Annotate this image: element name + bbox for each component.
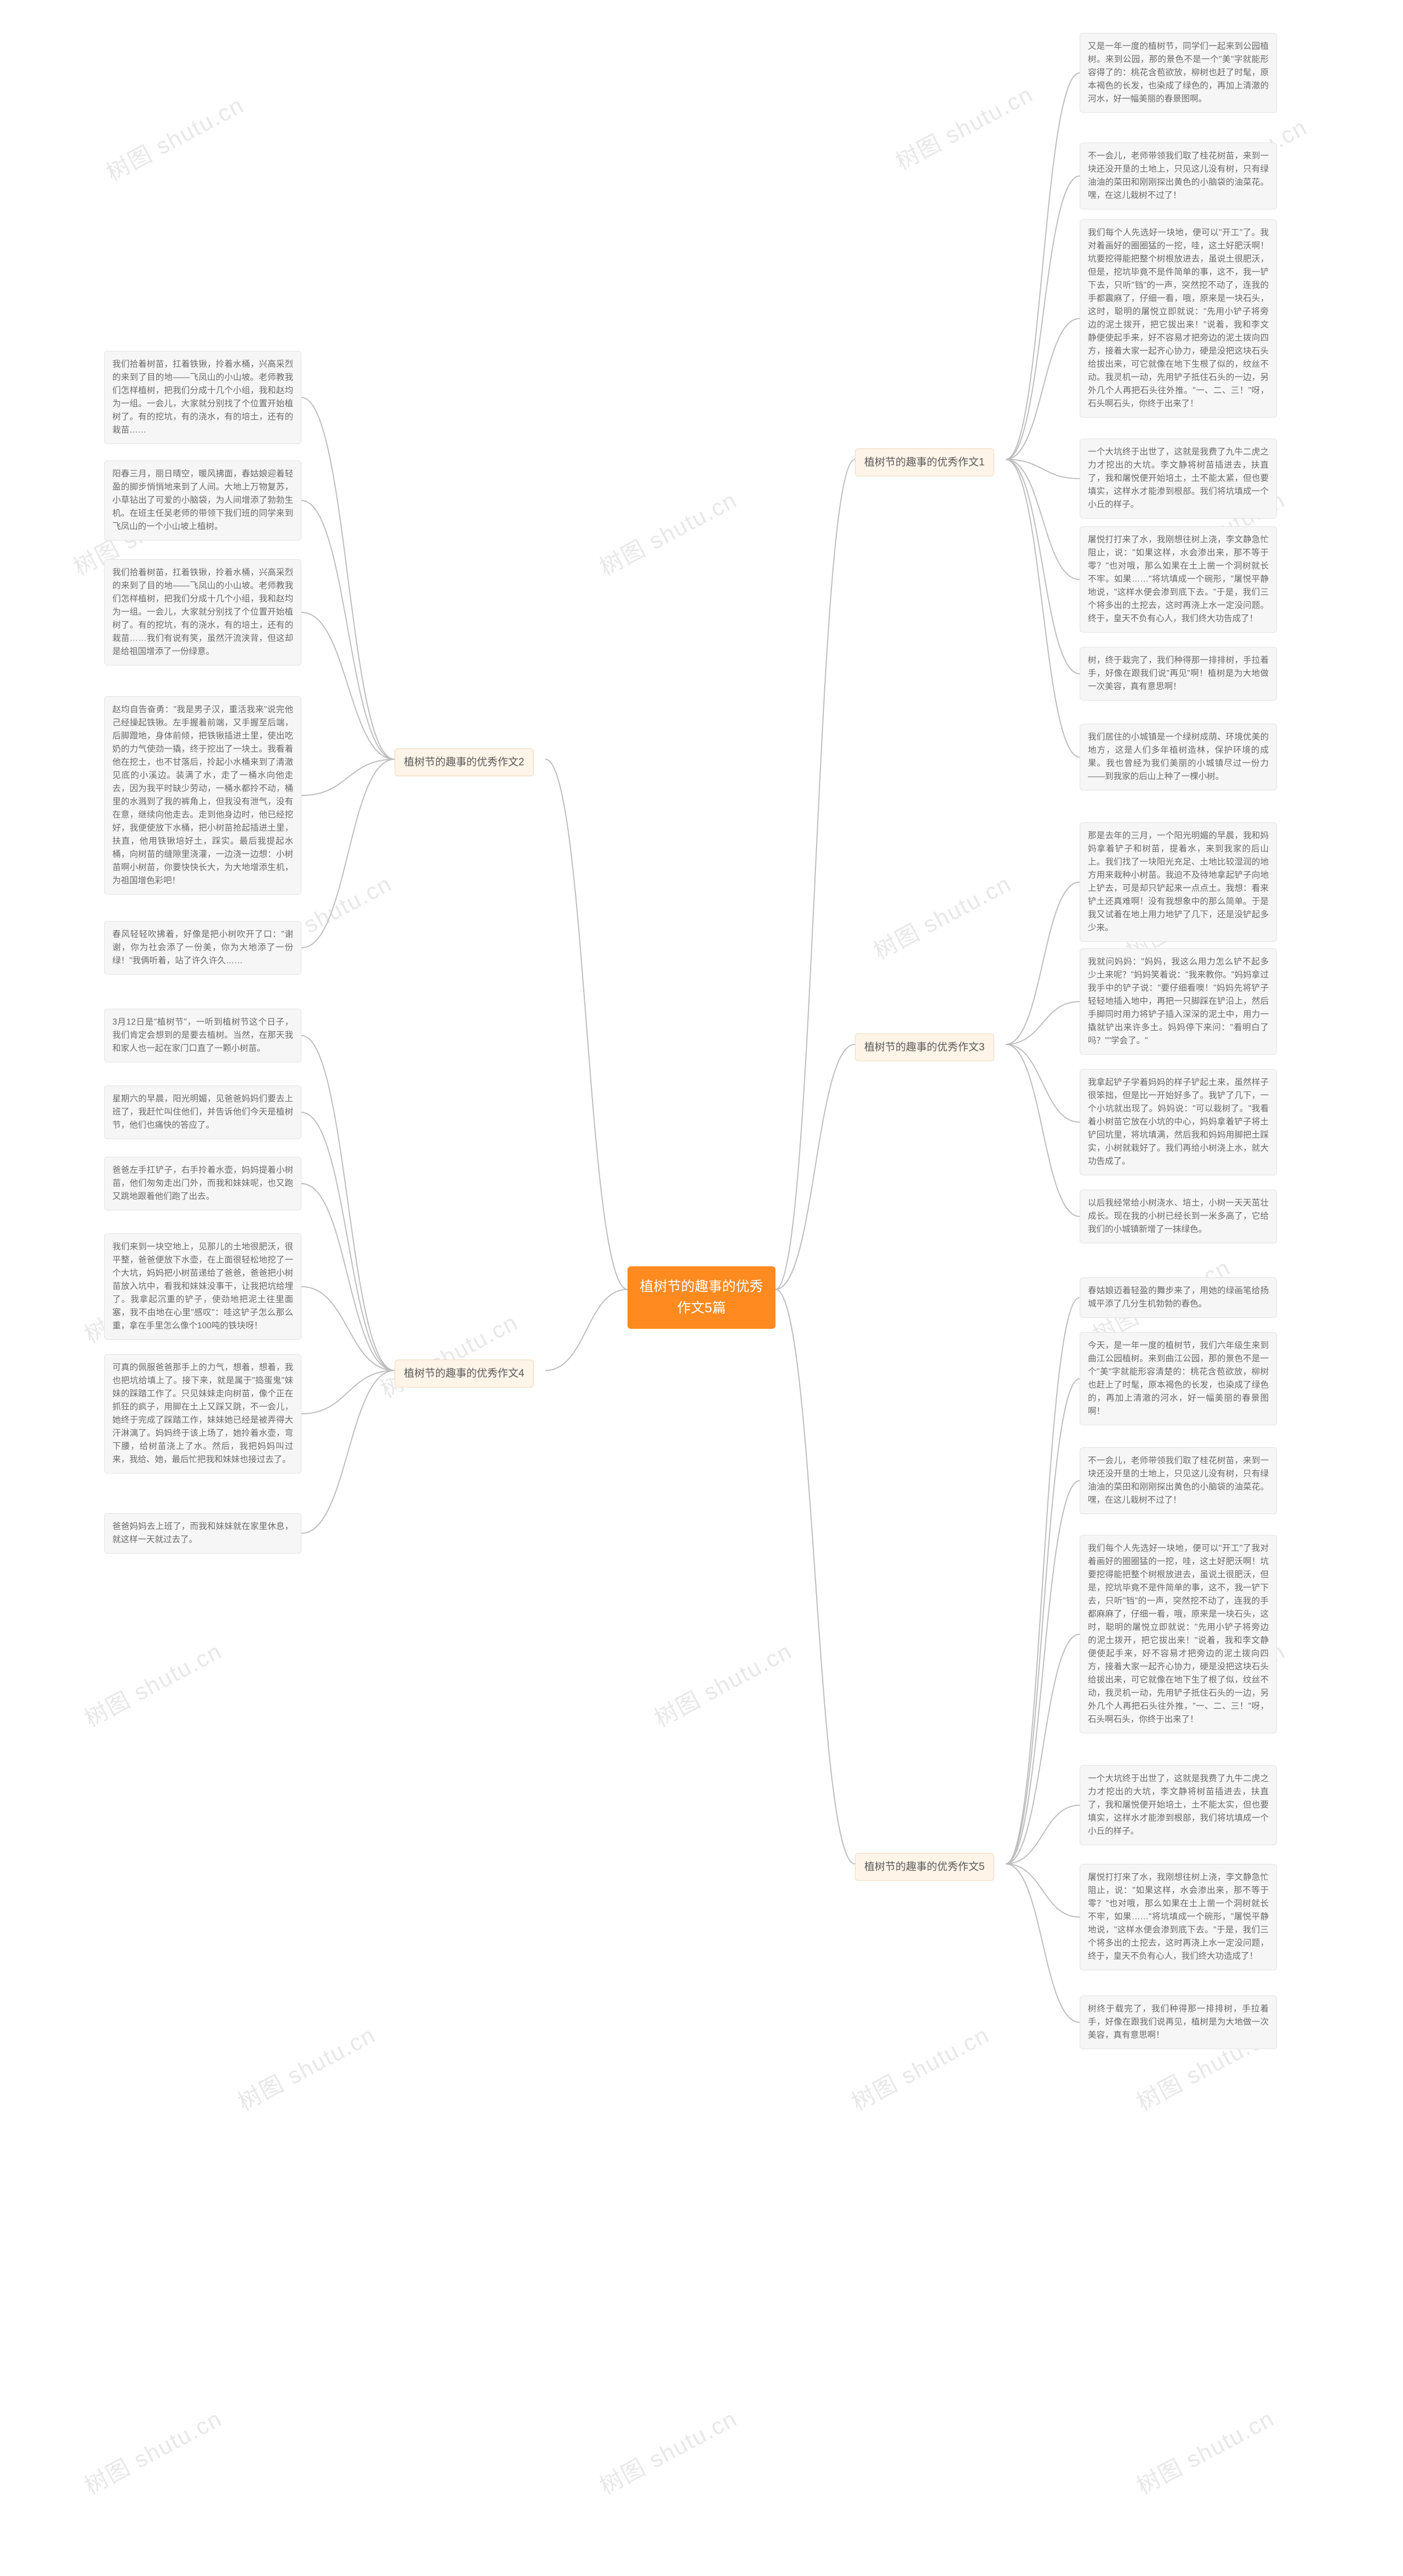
watermark: 树图 shutu.cn [231,2017,381,2118]
leaf-node: 不一会儿，老师带领我们取了桂花树苗，来到一块还没开垦的土地上，只见这儿没有树，只… [1080,143,1277,209]
leaf-node: 屠悦打打来了水，我刚想往树上浇，李文静急忙阻止，说："如果这样，水会渗出来，那不… [1080,1864,1277,1970]
watermark: 树图 shutu.cn [648,1633,797,1734]
leaf-node: 阳春三月，丽日晴空，暖风拂面，春姑娘迎着轻盈的脚步悄悄地来到了人间。大地上万物复… [104,460,301,541]
watermark: 树图 shutu.cn [78,1633,227,1734]
leaf-node: 星期六的早晨，阳光明媚，见爸爸妈妈们要去上班了，我赶忙叫住他们，并告诉他们今天是… [104,1085,301,1139]
watermark: 树图 shutu.cn [593,482,743,583]
watermark: 树图 shutu.cn [100,87,249,188]
watermark: 树图 shutu.cn [374,1304,523,1405]
leaf-node: 赵均自告奋勇："我是男子汉，重活我来"说完他己经操起铁锹。左手握着前端，又手握至… [104,696,301,895]
branch-node: 植树节的趣事的优秀作文2 [395,748,534,776]
leaf-node: 今天，是一年一度的植树节，我们六年级生来到曲江公园植树。来到曲江公园，那的景色不… [1080,1332,1277,1425]
leaf-node: 春姑娘迈着轻盈的舞步来了，用她的绿画笔给扬城平添了几分生机勃勃的春色。 [1080,1277,1277,1318]
leaf-node: 春风轻轻吹拂着，好像是把小树吹开了口："谢谢，你为社会添了一份美，你为大地添了一… [104,921,301,975]
branch-node: 植树节的趣事的优秀作文3 [855,1033,994,1061]
leaf-node: 3月12日是"植树节"，一听到植树节这个日子，我们肯定会想到的是要去植树。当然，… [104,1009,301,1062]
watermark: 树图 shutu.cn [889,76,1039,177]
leaf-node: 我们每个人先选好一块地，便可以"开工"了。我对着画好的圈圈猛的一挖，哇，这土好肥… [1080,219,1277,418]
leaf-node: 树，终于栽完了，我们种得那一排排树，手拉着手，好像在跟我们说"再见"啊！植树是为… [1080,647,1277,701]
center-node: 植树节的趣事的优秀作文5篇 [628,1266,775,1329]
branch-node: 植树节的趣事的优秀作文1 [855,448,994,476]
watermark: 树图 shutu.cn [867,866,1017,966]
leaf-node: 一个大坑终于出世了，这就是我费了九牛二虎之力才挖出的大坑。李文静将树苗插进去，扶… [1080,439,1277,519]
leaf-node: 我们每个人先选好一块地，便可以"开工"了我对着画好的圈圈猛的一挖，哇，这土好肥沃… [1080,1535,1277,1733]
leaf-node: 又是一年一度的植树节，同学们一起来到公园植树。来到公园，那的景色不是一个"美"字… [1080,33,1277,113]
leaf-node: 爸爸左手扛铲子，右手拎着水壶，妈妈提着小树苗，他们匆匆走出门外，而我和妹妹呢，也… [104,1157,301,1210]
leaf-node: 爸爸妈妈去上班了，而我和妹妹就在家里休息，就这样一天就过去了。 [104,1513,301,1554]
branch-node: 植树节的趣事的优秀作文4 [395,1360,534,1387]
leaf-node: 屠悦打打来了水，我刚想往树上浇，李文静急忙阻止，说："如果这样，水会渗出来，那不… [1080,526,1277,633]
leaf-node: 我就问妈妈："妈妈，我这么用力怎么铲不起多少土来呢？"妈妈笑着说："我来教你。"… [1080,948,1277,1055]
leaf-node: 那是去年的三月，一个阳光明媚的早晨，我和妈妈拿着铲子和树苗，提着水，来到我家的后… [1080,822,1277,942]
leaf-node: 可真的佩服爸爸那手上的力气，想着，想着，我也把坑给填上了。接下来，就是属于"捣蛋… [104,1354,301,1474]
leaf-node: 我们居住的小城镇是一个绿树成荫、环境优美的地方，这是人们多年植树造林，保护环境的… [1080,724,1277,791]
leaf-node: 我们拾着树苗，扛着铁锹，拎着水桶，兴高采烈的来到了目的地——飞凤山的小山坡。老师… [104,351,301,444]
leaf-node: 以后我经常给小树浇水、培土，小树一天天茁壮成长。现在我的小树已经长到一米多高了，… [1080,1190,1277,1243]
branch-node: 植树节的趣事的优秀作文5 [855,1853,994,1881]
leaf-node: 一个大坑终于出世了，这就是我费了九牛二虎之力才挖出的大坑，李文静将树苗插进去，扶… [1080,1765,1277,1845]
leaf-node: 我拿起铲子学着妈妈的样子铲起土来，虽然样子很笨拙，但是比一开始好多了。我铲了几下… [1080,1069,1277,1175]
watermark: 树图 shutu.cn [593,2401,743,2501]
watermark: 树图 shutu.cn [1130,2401,1280,2501]
watermark: 树图 shutu.cn [78,2401,227,2501]
leaf-node: 树终于载完了，我们种得那一排排树，手拉着手，好像在跟我们说再见，植树是为大地做一… [1080,1995,1277,2049]
leaf-node: 我们拾着树苗，扛着铁锹，拎着水桶，兴高采烈的来到了目的地——飞凤山的小山坡。老师… [104,559,301,666]
leaf-node: 不一会儿，老师带领我们取了桂花树苗，来到一块还没开垦的土地上，只见这儿没有树，只… [1080,1447,1277,1514]
leaf-node: 我们来到一块空地上，见那儿的土地很肥沃，很平整，爸爸便放下水壶，在上面很轻松地挖… [104,1233,301,1340]
watermark: 树图 shutu.cn [845,2017,995,2118]
